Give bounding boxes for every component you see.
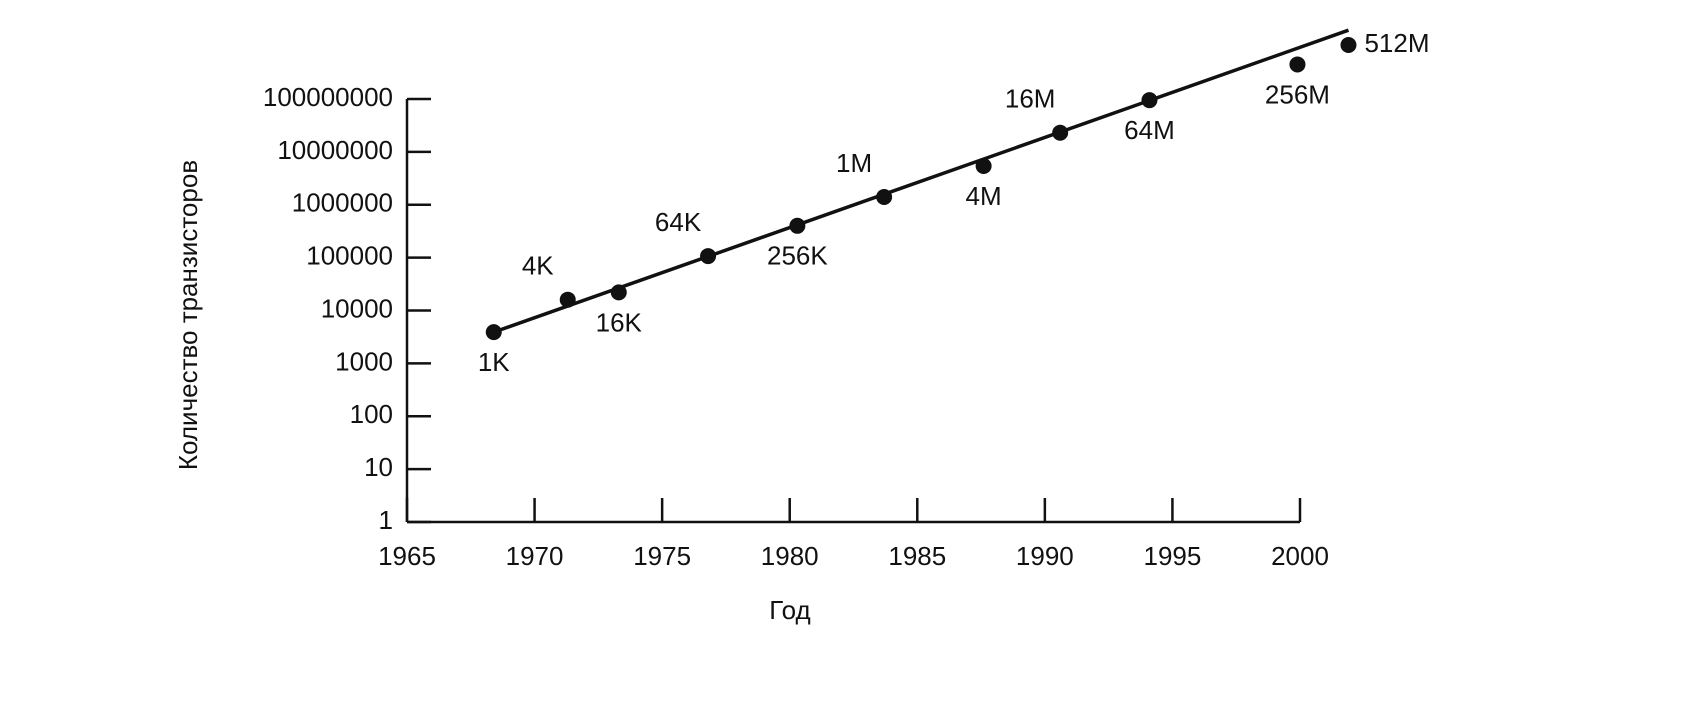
trend-line <box>493 28 1350 334</box>
x-tick-label: 2000 <box>1271 541 1329 571</box>
point-label: 64K <box>655 207 702 237</box>
data-point <box>876 189 893 206</box>
point-label: 512M <box>1364 28 1429 58</box>
y-tick-label: 100000000 <box>263 82 393 112</box>
x-tick-label: 1965 <box>378 541 436 571</box>
x-tick-label: 1990 <box>1016 541 1074 571</box>
point-label: 64M <box>1124 115 1175 145</box>
point-label: 16M <box>1005 84 1056 114</box>
y-tick-label: 10000 <box>321 293 393 323</box>
data-point <box>1052 124 1069 141</box>
data-point <box>1289 56 1306 73</box>
x-tick-label: 1970 <box>506 541 564 571</box>
x-tick-label: 1995 <box>1144 541 1202 571</box>
point-label: 4K <box>522 251 554 281</box>
y-tick-label: 10 <box>364 452 393 482</box>
point-label: 256M <box>1265 79 1330 109</box>
x-tick-label: 1980 <box>761 541 819 571</box>
data-point <box>610 284 627 301</box>
data-point <box>1340 37 1357 54</box>
x-tick-label: 1985 <box>888 541 946 571</box>
data-point <box>789 217 806 234</box>
y-tick-label: 100000 <box>306 241 393 271</box>
data-point <box>700 248 717 265</box>
y-tick-label: 10000000 <box>277 135 393 165</box>
x-tick-label: 1975 <box>633 541 691 571</box>
y-axis-label: Количество транзисторов <box>173 160 203 470</box>
y-tick-label: 1000 <box>335 346 393 376</box>
x-axis-label: Год <box>769 595 810 625</box>
data-point <box>975 158 992 175</box>
y-tick-label: 1000000 <box>292 188 393 218</box>
point-label: 256K <box>767 241 828 271</box>
point-label: 1K <box>478 347 510 377</box>
y-tick-label: 1 <box>379 505 393 535</box>
data-point <box>485 324 502 341</box>
point-label: 16K <box>596 307 643 337</box>
data-point <box>1141 92 1158 109</box>
data-point <box>559 291 576 308</box>
y-tick-label: 100 <box>350 399 393 429</box>
point-label: 1M <box>836 148 872 178</box>
point-label: 4M <box>966 181 1002 211</box>
